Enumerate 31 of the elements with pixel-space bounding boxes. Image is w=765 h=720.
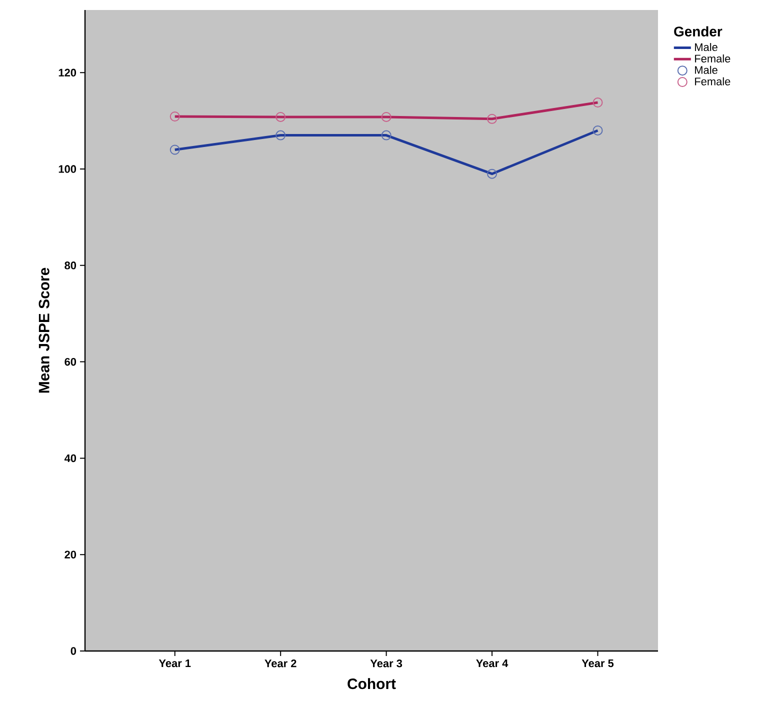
x-tick-label: Year 4 (476, 660, 508, 668)
y-tick-label: 20 (64, 550, 76, 558)
legend-label: Male (695, 66, 718, 74)
point (592, 125, 603, 136)
y-tick-label: 100 (58, 165, 76, 173)
legend-label: Female (695, 77, 730, 86)
y-tick-label: 120 (58, 68, 76, 77)
x-axis-title: Cohort (348, 678, 396, 690)
y-tick-label: 0 (70, 647, 76, 655)
y-axis-title: Mean JSPE Score (38, 268, 50, 393)
x-tick-label: Year 3 (370, 660, 402, 668)
point (487, 114, 498, 124)
y-tick-label: 40 (64, 454, 76, 462)
legend-label: Female (695, 54, 730, 62)
point (592, 98, 603, 108)
point (381, 130, 392, 140)
y-tick-label: 80 (64, 262, 76, 270)
y-tick-label: 60 (64, 358, 76, 366)
x-tick-label: Year 5 (582, 660, 614, 668)
point (170, 144, 180, 155)
x-tick-label: Year 1 (158, 660, 191, 668)
legend-label: Male (695, 43, 718, 52)
point (276, 112, 286, 122)
legend-title: Gender (674, 26, 722, 36)
point (381, 112, 392, 122)
line-series (174, 101, 599, 120)
x-tick-label: Year 2 (264, 660, 296, 668)
line-series (174, 129, 599, 176)
point (276, 130, 286, 140)
point (170, 111, 180, 122)
point (487, 168, 498, 179)
